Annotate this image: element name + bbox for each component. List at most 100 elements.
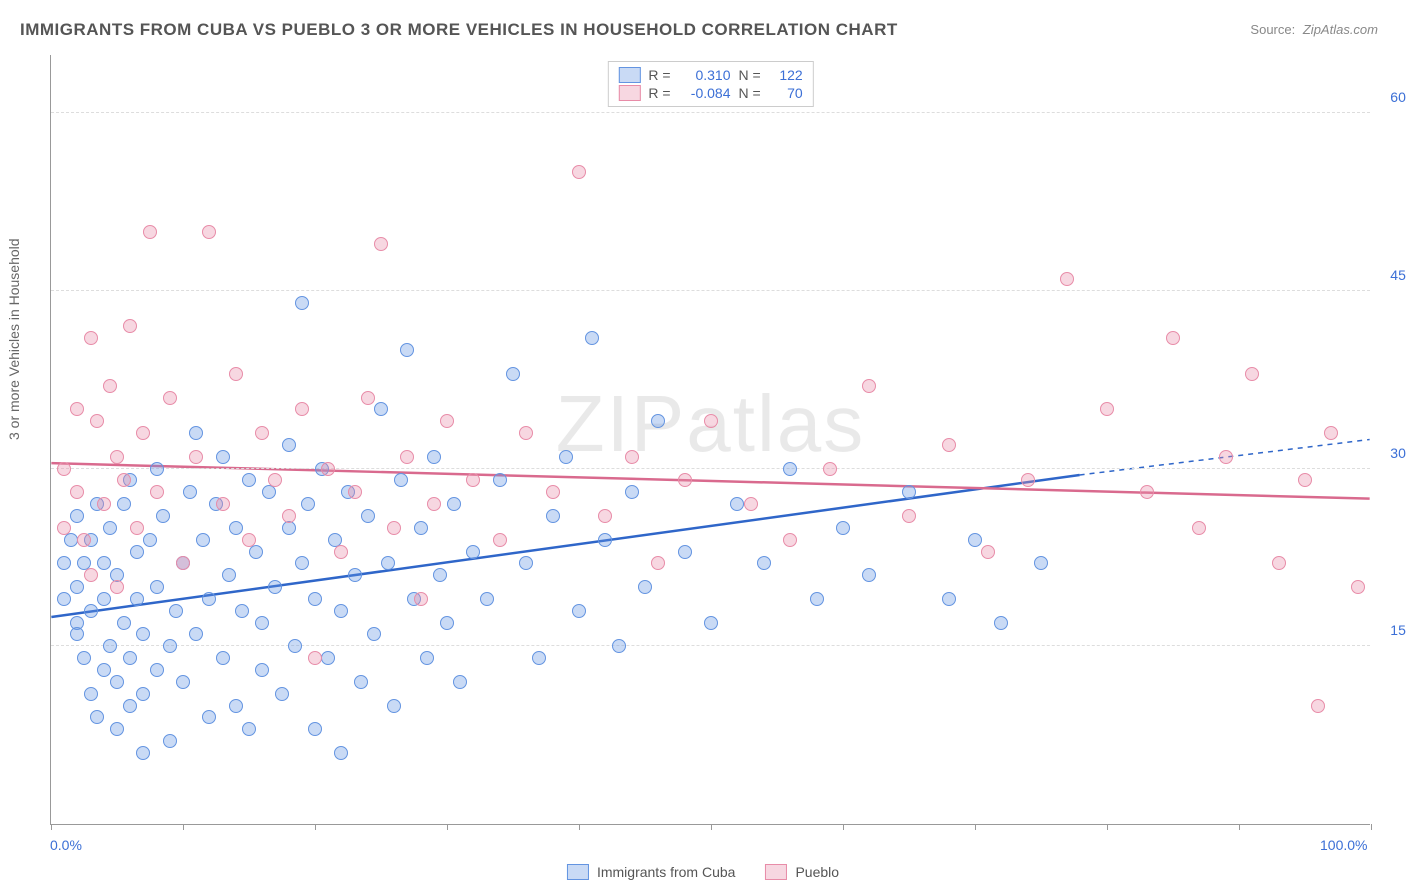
data-point [334, 545, 348, 559]
data-point [730, 497, 744, 511]
n-value: 122 [769, 67, 803, 83]
data-point [123, 651, 137, 665]
data-point [638, 580, 652, 594]
x-tick [183, 824, 184, 830]
data-point [117, 616, 131, 630]
data-point [981, 545, 995, 559]
data-point [625, 485, 639, 499]
legend-item: Immigrants from Cuba [567, 864, 735, 880]
data-point [84, 568, 98, 582]
data-point [493, 473, 507, 487]
data-point [216, 450, 230, 464]
data-point [136, 687, 150, 701]
x-tick [447, 824, 448, 830]
data-point [189, 426, 203, 440]
data-point [427, 497, 441, 511]
x-tick [1239, 824, 1240, 830]
n-label: N = [739, 85, 761, 101]
data-point [1140, 485, 1154, 499]
y-tick-label: 60.0% [1375, 89, 1406, 105]
x-tick [1107, 824, 1108, 830]
legend-label: Pueblo [795, 864, 839, 880]
data-point [862, 568, 876, 582]
data-point [169, 604, 183, 618]
data-point [1100, 402, 1114, 416]
data-point [348, 568, 362, 582]
x-tick [843, 824, 844, 830]
data-point [242, 722, 256, 736]
data-point [150, 462, 164, 476]
data-point [334, 746, 348, 760]
data-point [143, 225, 157, 239]
data-point [216, 651, 230, 665]
data-point [519, 426, 533, 440]
y-tick-label: 15.0% [1375, 622, 1406, 638]
data-point [942, 438, 956, 452]
data-point [77, 533, 91, 547]
x-tick [1371, 824, 1372, 830]
data-point [447, 497, 461, 511]
data-point [64, 533, 78, 547]
data-point [572, 604, 586, 618]
data-point [704, 616, 718, 630]
data-point [902, 485, 916, 499]
r-label: R = [648, 85, 670, 101]
data-point [1298, 473, 1312, 487]
gridline [51, 468, 1370, 469]
correlation-legend: R =0.310N =122R =-0.084N =70 [607, 61, 813, 107]
data-point [103, 379, 117, 393]
data-point [189, 450, 203, 464]
data-point [84, 687, 98, 701]
r-value: 0.310 [679, 67, 731, 83]
trend-lines-layer [51, 55, 1370, 824]
data-point [282, 509, 296, 523]
data-point [110, 722, 124, 736]
y-tick-label: 45.0% [1375, 267, 1406, 283]
data-point [572, 165, 586, 179]
data-point [757, 556, 771, 570]
data-point [117, 497, 131, 511]
legend-stat-row: R =-0.084N =70 [618, 84, 802, 102]
data-point [268, 580, 282, 594]
legend-stat-row: R =0.310N =122 [618, 66, 802, 84]
data-point [394, 473, 408, 487]
gridline [51, 645, 1370, 646]
data-point [823, 462, 837, 476]
legend-swatch [618, 67, 640, 83]
data-point [704, 414, 718, 428]
data-point [136, 426, 150, 440]
x-tick-label: 100.0% [1320, 837, 1367, 853]
data-point [1021, 473, 1035, 487]
data-point [202, 225, 216, 239]
data-point [288, 639, 302, 653]
data-point [400, 343, 414, 357]
gridline [51, 112, 1370, 113]
source-value: ZipAtlas.com [1303, 22, 1378, 37]
data-point [651, 556, 665, 570]
data-point [1272, 556, 1286, 570]
data-point [57, 556, 71, 570]
data-point [546, 485, 560, 499]
data-point [150, 485, 164, 499]
data-point [110, 675, 124, 689]
data-point [994, 616, 1008, 630]
data-point [480, 592, 494, 606]
data-point [493, 533, 507, 547]
data-point [143, 533, 157, 547]
data-point [295, 296, 309, 310]
data-point [229, 367, 243, 381]
data-point [810, 592, 824, 606]
data-point [97, 663, 111, 677]
data-point [117, 473, 131, 487]
data-point [836, 521, 850, 535]
data-point [361, 509, 375, 523]
data-point [1311, 699, 1325, 713]
data-point [414, 592, 428, 606]
data-point [77, 651, 91, 665]
data-point [163, 391, 177, 405]
data-point [275, 687, 289, 701]
x-tick [579, 824, 580, 830]
data-point [387, 699, 401, 713]
data-point [130, 521, 144, 535]
data-point [440, 616, 454, 630]
